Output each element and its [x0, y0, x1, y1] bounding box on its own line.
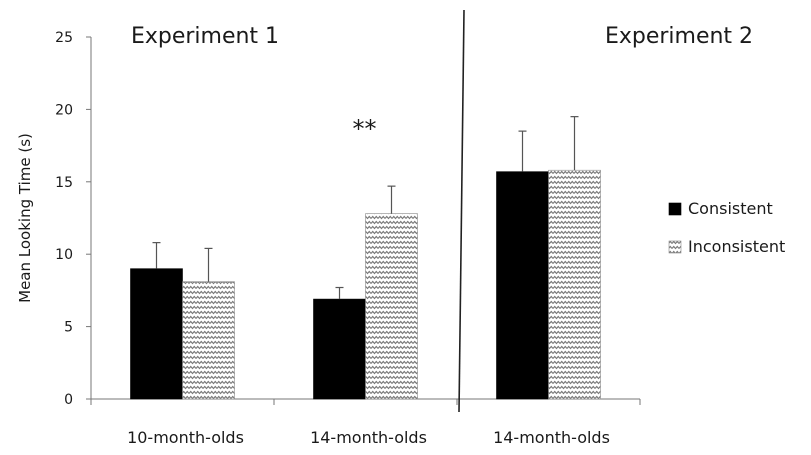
bar-inconsistent-2 [548, 169, 601, 400]
bar-consistent-1 [313, 298, 366, 400]
bar-consistent-0 [130, 268, 183, 400]
legend-label-inconsistent: Inconsistent [688, 237, 785, 256]
y-tick-label: 15 [55, 175, 73, 191]
x-category-label: 14-month-olds [493, 428, 610, 447]
legend: Consistent Inconsistent [668, 199, 785, 256]
legend-label-consistent: Consistent [688, 199, 773, 218]
legend-swatch-inconsistent [668, 240, 682, 254]
bar-consistent-2 [496, 171, 549, 400]
x-category-label: 14-month-olds [310, 428, 427, 447]
panel-divider [458, 9, 465, 413]
panel-title-experiment-2: Experiment 2 [605, 24, 753, 49]
y-tick-label: 10 [55, 247, 73, 263]
y-axis-label: Mean Looking Time (s) [16, 133, 34, 303]
bar-inconsistent-1 [365, 213, 418, 400]
y-tick-label: 20 [55, 102, 73, 118]
legend-swatch-consistent [668, 202, 682, 216]
significance-marker: ** [353, 115, 377, 143]
bar-inconsistent-0 [182, 281, 235, 400]
panel-title-experiment-1: Experiment 1 [131, 24, 279, 49]
y-tick-label: 0 [64, 392, 73, 408]
x-category-label: 10-month-olds [127, 428, 244, 447]
y-tick-label: 25 [55, 30, 73, 46]
y-tick-label: 5 [64, 320, 73, 336]
